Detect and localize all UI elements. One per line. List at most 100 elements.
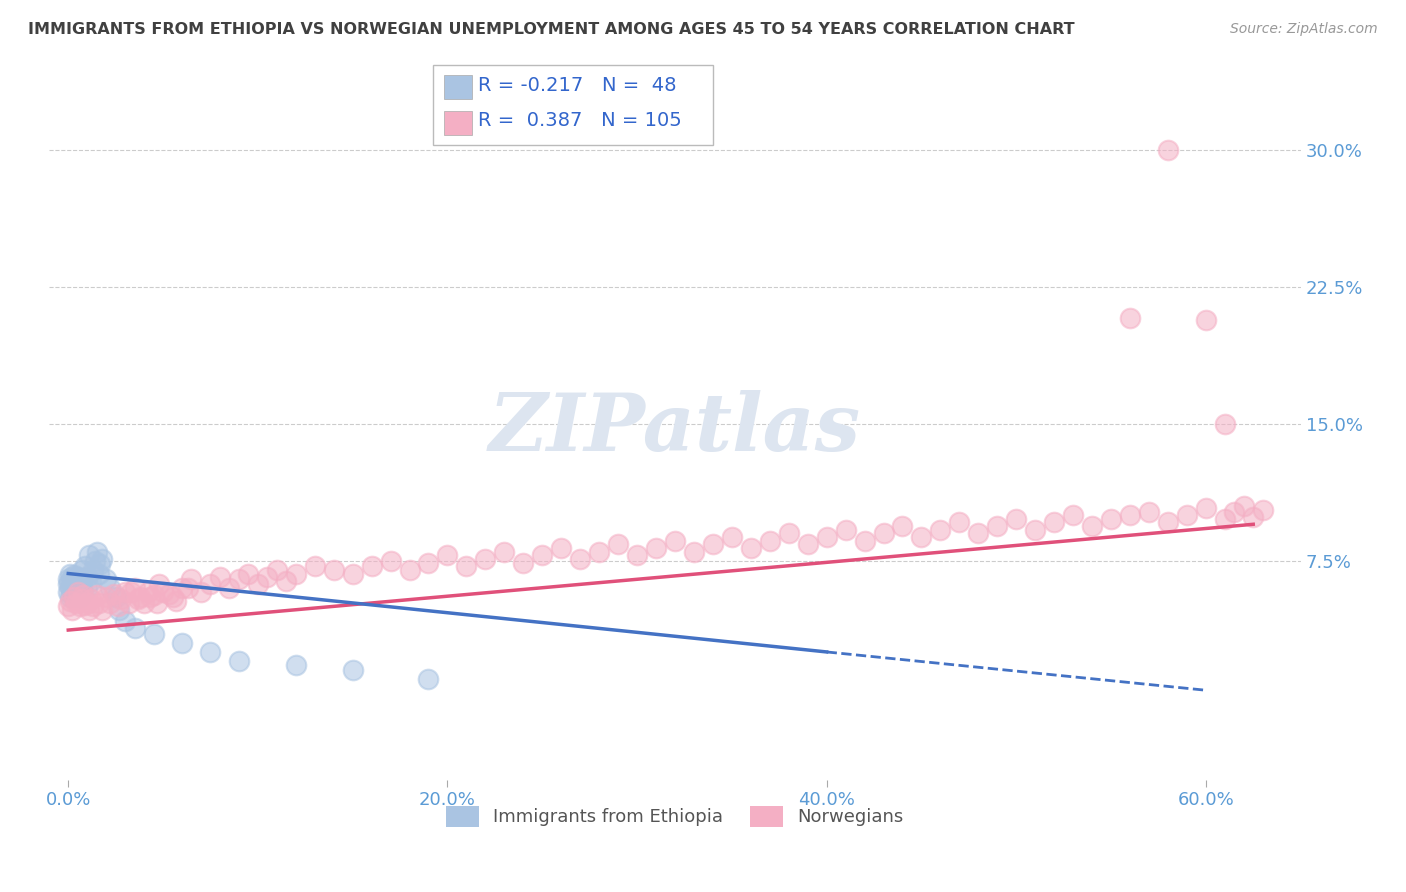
Point [83, 554, 105, 568]
Point [588, 544, 610, 558]
Point [436, 549, 458, 563]
Point [98, 581, 121, 595]
Point [162, 591, 184, 605]
Point [1195, 500, 1218, 515]
Point [72, 584, 94, 599]
Point [266, 563, 288, 577]
Point [103, 586, 125, 600]
Point [1024, 523, 1046, 537]
Point [66, 584, 89, 599]
Point [1062, 508, 1084, 523]
Point [120, 584, 142, 599]
Point [1241, 510, 1264, 524]
Point [107, 599, 129, 614]
Point [967, 526, 990, 541]
Point [456, 559, 478, 574]
Point [238, 566, 260, 581]
Point [891, 519, 914, 533]
Point [63, 568, 86, 582]
Point [114, 614, 136, 628]
Point [853, 533, 876, 548]
Point [180, 572, 202, 586]
Point [77, 603, 100, 617]
Point [87, 596, 110, 610]
Point [550, 541, 572, 555]
Point [69, 599, 91, 614]
Point [626, 549, 648, 563]
Point [76, 596, 98, 610]
Point [124, 581, 146, 595]
Point [108, 603, 131, 617]
Point [72, 588, 94, 602]
Point [66, 584, 89, 599]
Point [60, 603, 83, 617]
Point [494, 544, 516, 558]
Point [91, 552, 114, 566]
Text: R = -0.217   N =  48: R = -0.217 N = 48 [478, 76, 676, 95]
Point [76, 581, 98, 595]
Point [60, 586, 83, 600]
Point [1099, 512, 1122, 526]
Point [1043, 516, 1066, 530]
Point [86, 588, 108, 602]
Point [69, 591, 91, 605]
Point [1137, 504, 1160, 518]
Point [70, 592, 93, 607]
Point [96, 591, 118, 605]
Point [63, 591, 86, 605]
Point [170, 581, 193, 595]
Point [65, 596, 87, 610]
Point [1195, 313, 1218, 327]
Point [607, 537, 630, 551]
Point [87, 566, 110, 581]
Point [118, 596, 141, 610]
Point [157, 586, 180, 600]
Point [778, 526, 800, 541]
Point [1223, 504, 1246, 518]
Point [948, 516, 970, 530]
Point [60, 579, 83, 593]
Point [218, 581, 240, 595]
Point [1175, 508, 1198, 523]
Point [208, 570, 231, 584]
Point [380, 554, 402, 568]
Point [284, 566, 307, 581]
Point [82, 563, 104, 577]
Point [1119, 311, 1142, 326]
Point [512, 556, 534, 570]
Point [63, 582, 86, 597]
Point [418, 673, 440, 687]
Point [58, 599, 80, 614]
Text: R =  0.387   N = 105: R = 0.387 N = 105 [478, 112, 682, 130]
Point [796, 537, 818, 551]
Text: IMMIGRANTS FROM ETHIOPIA VS NORWEGIAN UNEMPLOYMENT AMONG AGES 45 TO 54 YEARS COR: IMMIGRANTS FROM ETHIOPIA VS NORWEGIAN UN… [28, 22, 1074, 37]
Point [910, 530, 932, 544]
Point [929, 523, 952, 537]
Point [721, 530, 744, 544]
Point [80, 592, 103, 607]
Point [1157, 516, 1180, 530]
Point [190, 584, 212, 599]
Point [322, 563, 344, 577]
Point [66, 570, 89, 584]
Point [834, 523, 856, 537]
Point [65, 581, 87, 595]
Point [304, 559, 326, 574]
Point [142, 626, 165, 640]
Point [342, 663, 364, 677]
Point [1251, 502, 1274, 516]
Point [59, 566, 82, 581]
Point [177, 581, 200, 595]
Point [645, 541, 668, 555]
Point [82, 599, 104, 614]
Point [474, 552, 496, 566]
Point [1233, 499, 1256, 513]
Point [152, 584, 174, 599]
Point [146, 596, 169, 610]
Point [129, 591, 152, 605]
Point [127, 592, 149, 607]
Point [170, 636, 193, 650]
Point [276, 574, 298, 588]
Point [200, 577, 222, 591]
Point [986, 519, 1008, 533]
